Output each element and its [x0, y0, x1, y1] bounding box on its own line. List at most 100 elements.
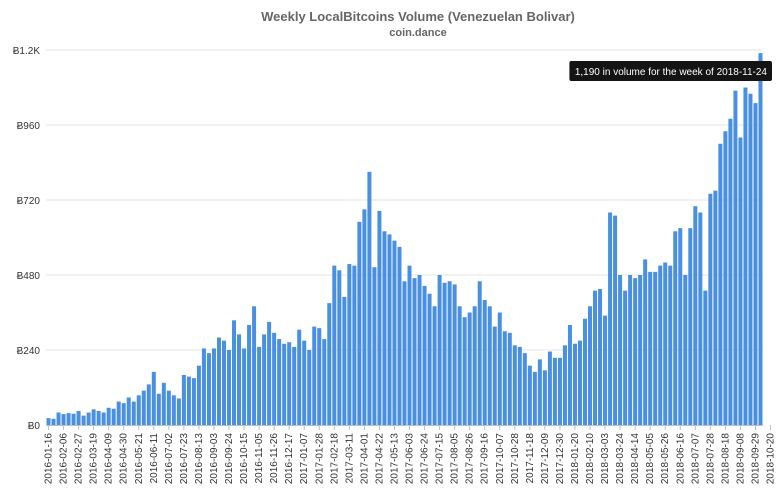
bar[interactable] — [673, 231, 678, 425]
bar[interactable] — [141, 390, 146, 426]
bar[interactable] — [567, 325, 572, 425]
bar[interactable] — [633, 278, 638, 426]
bar[interactable] — [628, 275, 633, 425]
bar[interactable] — [317, 328, 322, 426]
bar[interactable] — [683, 275, 688, 425]
bar[interactable] — [583, 318, 588, 425]
bar[interactable] — [497, 312, 502, 426]
bar[interactable] — [517, 346, 522, 426]
bar[interactable] — [462, 317, 467, 425]
bar[interactable] — [332, 265, 337, 426]
bar[interactable] — [111, 408, 116, 425]
bar[interactable] — [738, 137, 743, 426]
bar[interactable] — [186, 376, 191, 425]
bar[interactable] — [648, 271, 653, 426]
bar[interactable] — [146, 384, 151, 426]
bar[interactable] — [181, 375, 186, 425]
bar[interactable] — [277, 339, 282, 425]
bar[interactable] — [312, 326, 317, 425]
bar[interactable] — [537, 359, 542, 426]
bar[interactable] — [477, 281, 482, 425]
bar[interactable] — [372, 267, 377, 425]
bar[interactable] — [96, 410, 101, 425]
bar[interactable] — [161, 382, 166, 425]
bar[interactable] — [733, 90, 738, 426]
bar[interactable] — [71, 413, 76, 425]
bar[interactable] — [442, 282, 447, 425]
bar[interactable] — [121, 403, 126, 426]
bar[interactable] — [81, 415, 86, 426]
bar[interactable] — [482, 300, 487, 425]
bar[interactable] — [577, 340, 582, 426]
bar[interactable] — [66, 413, 71, 426]
bar[interactable] — [91, 409, 96, 426]
bar[interactable] — [257, 346, 262, 426]
bar[interactable] — [297, 329, 302, 425]
bar[interactable] — [588, 306, 593, 425]
bar[interactable] — [557, 357, 562, 425]
bar[interactable] — [347, 264, 352, 425]
bar[interactable] — [201, 348, 206, 425]
bar[interactable] — [532, 371, 537, 426]
bar[interactable] — [653, 271, 658, 426]
bar[interactable] — [552, 357, 557, 425]
bar[interactable] — [237, 334, 242, 426]
bar[interactable] — [211, 348, 216, 425]
bar[interactable] — [623, 290, 628, 426]
bar[interactable] — [643, 259, 648, 426]
bar[interactable] — [367, 171, 372, 425]
bar[interactable] — [327, 303, 332, 426]
bar[interactable] — [527, 365, 532, 426]
bar[interactable] — [743, 87, 748, 426]
bar[interactable] — [613, 215, 618, 426]
bar[interactable] — [678, 228, 683, 426]
bar[interactable] — [302, 340, 307, 426]
bar[interactable] — [663, 262, 668, 426]
bar[interactable] — [51, 418, 56, 425]
bar[interactable] — [547, 351, 552, 425]
bar[interactable] — [638, 275, 643, 425]
bar[interactable] — [342, 296, 347, 426]
bar[interactable] — [61, 414, 66, 425]
bar[interactable] — [618, 275, 623, 425]
bar[interactable] — [252, 306, 257, 425]
bar[interactable] — [106, 407, 111, 425]
bar[interactable] — [392, 240, 397, 426]
bar[interactable] — [101, 412, 106, 426]
bar[interactable] — [176, 398, 181, 425]
bar[interactable] — [131, 401, 136, 425]
bar[interactable] — [572, 343, 577, 425]
bar[interactable] — [457, 306, 462, 425]
bar[interactable] — [507, 332, 512, 425]
bar[interactable] — [272, 332, 277, 425]
bar[interactable] — [377, 210, 382, 425]
bar[interactable] — [407, 265, 412, 426]
bar[interactable] — [703, 290, 708, 426]
bar[interactable] — [206, 353, 211, 426]
bar[interactable] — [412, 278, 417, 426]
bar[interactable] — [221, 340, 226, 426]
bar[interactable] — [447, 281, 452, 425]
bar[interactable] — [76, 410, 81, 425]
bar[interactable] — [282, 343, 287, 425]
bar[interactable] — [352, 265, 357, 426]
bar[interactable] — [166, 390, 171, 426]
bar[interactable] — [608, 212, 613, 426]
bar[interactable] — [713, 190, 718, 426]
bar[interactable] — [46, 418, 51, 426]
bar[interactable] — [362, 209, 367, 425]
bar[interactable] — [322, 339, 327, 425]
bar[interactable] — [191, 378, 196, 426]
bar[interactable] — [262, 334, 267, 426]
bar[interactable] — [452, 284, 457, 426]
bar[interactable] — [216, 337, 221, 426]
bar[interactable] — [287, 342, 292, 425]
bar[interactable] — [708, 193, 713, 425]
bar[interactable] — [232, 320, 237, 425]
bar[interactable] — [126, 397, 131, 426]
bar[interactable] — [512, 345, 517, 425]
bar[interactable] — [492, 326, 497, 425]
bar[interactable] — [422, 285, 427, 425]
bar[interactable] — [292, 346, 297, 426]
bar[interactable] — [593, 290, 598, 426]
